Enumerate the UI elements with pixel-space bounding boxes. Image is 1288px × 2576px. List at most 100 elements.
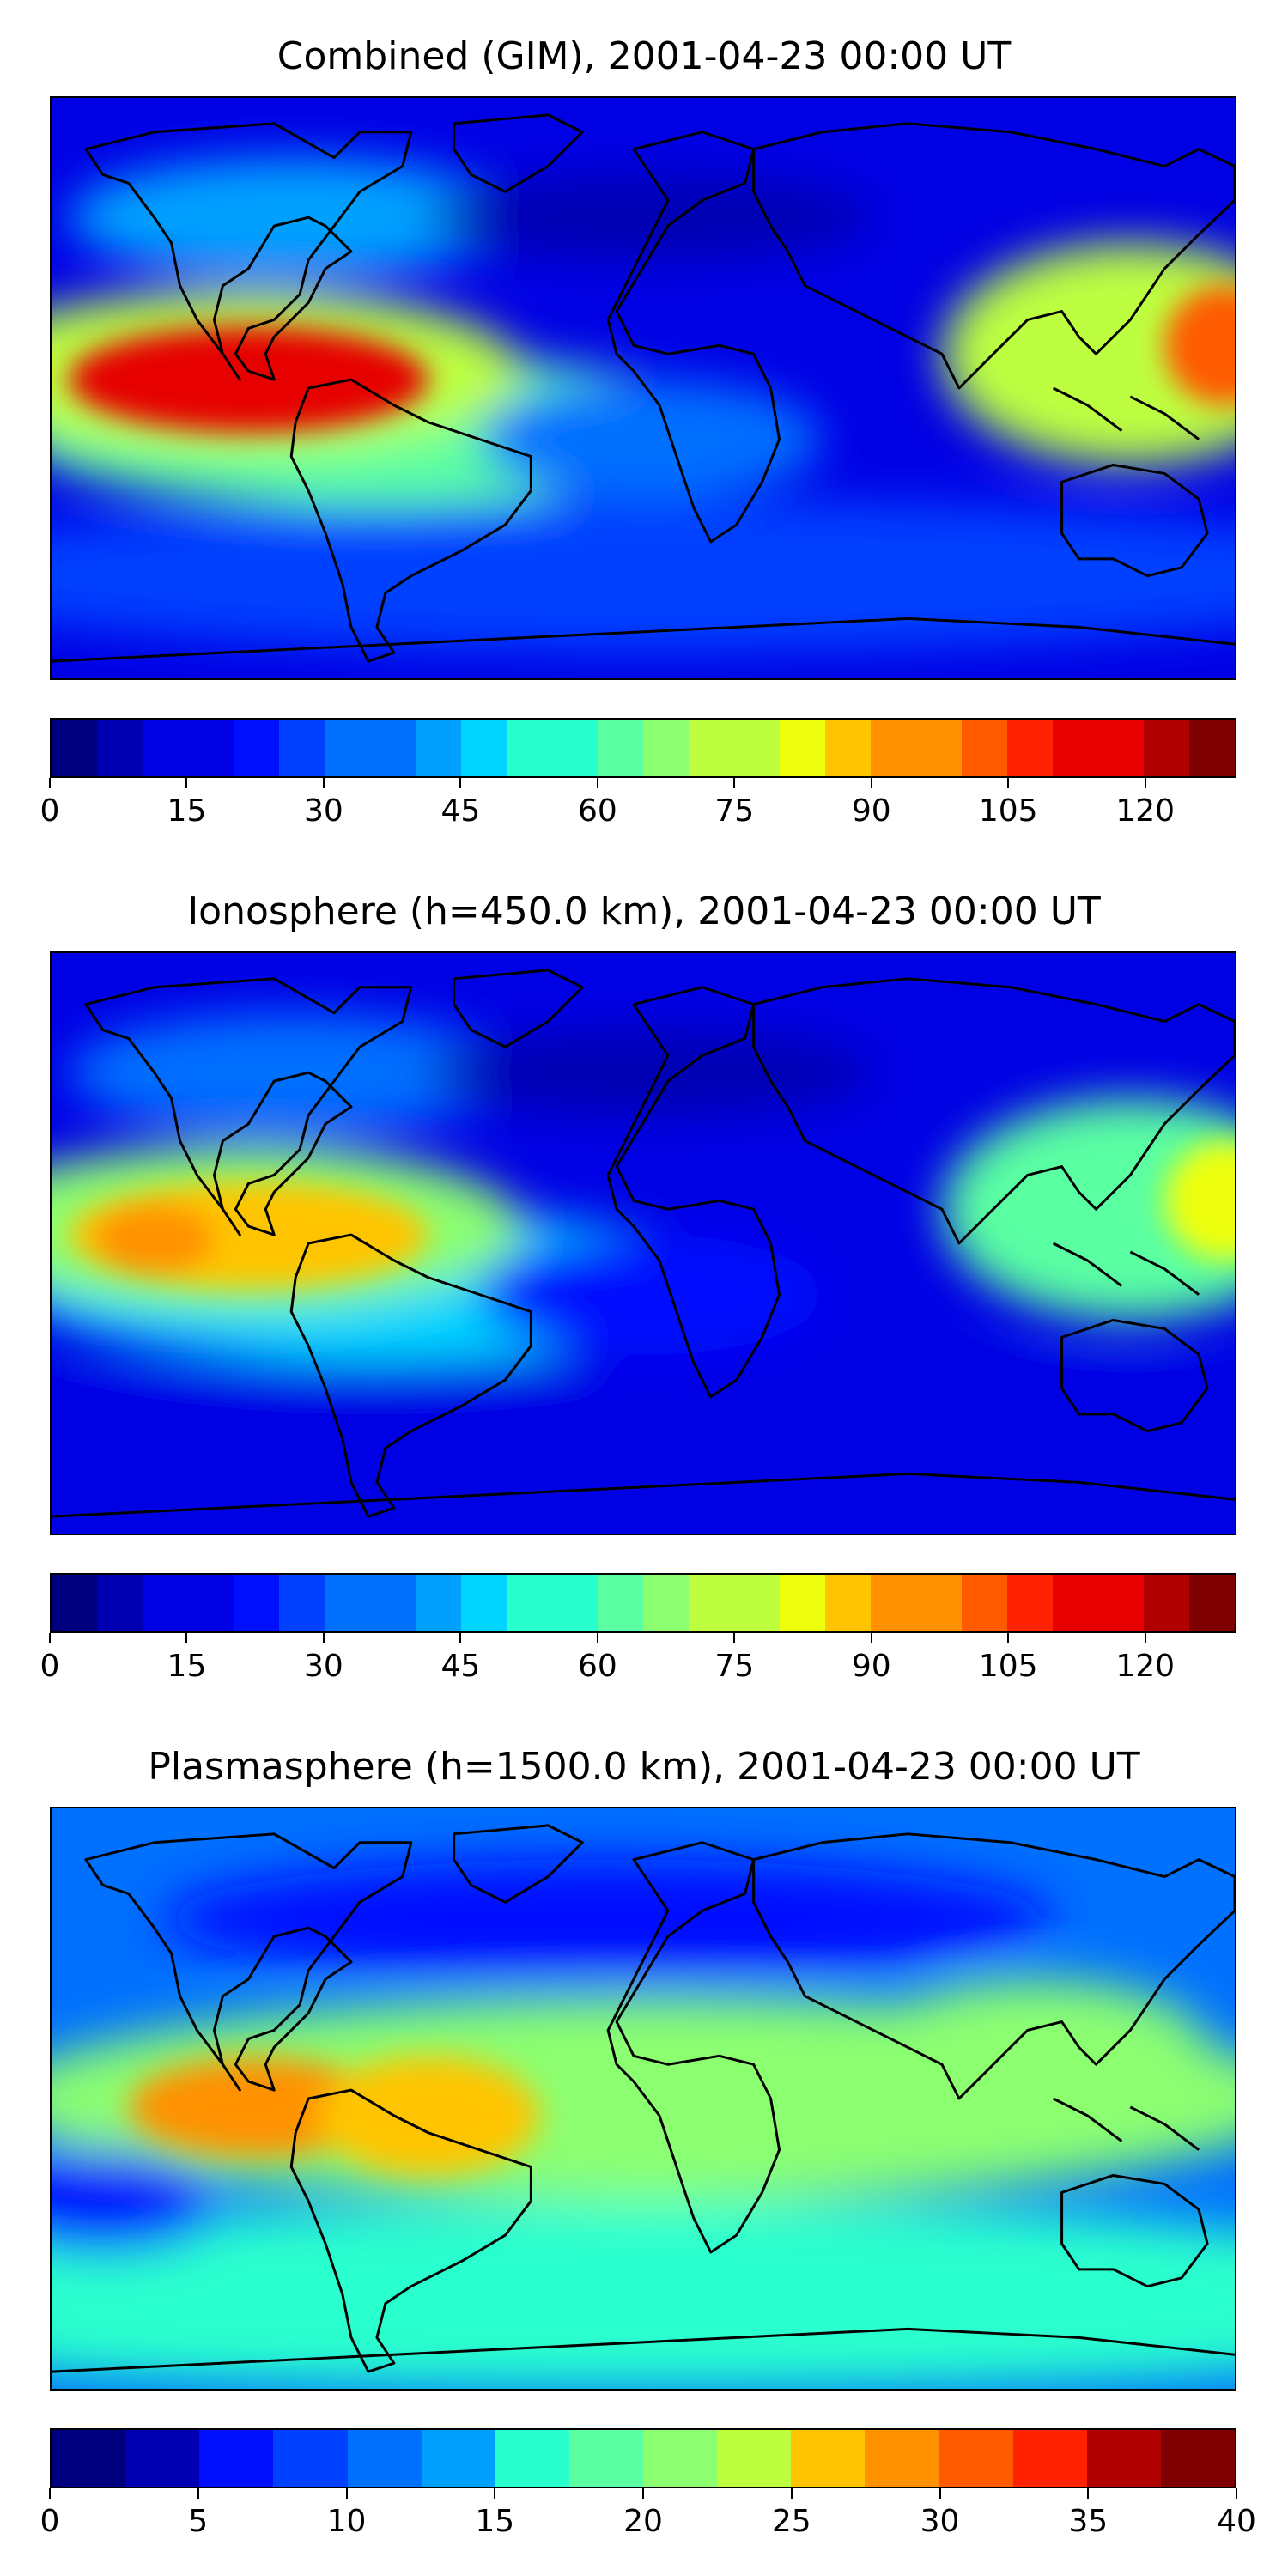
panel-1-northern-east-pacific [68, 157, 514, 277]
panel-1-colorbar-segment [916, 720, 962, 776]
panel-1-colorbar [50, 718, 1236, 778]
panel-1-colorbar-tick-mark [733, 778, 736, 788]
panel-1-colorbar-tick-label: 60 [577, 793, 617, 829]
panel-2-colorbar-segment [507, 1575, 552, 1631]
panel-2-south-atlantic [479, 1235, 823, 1355]
panel-2-colorbar-segment [962, 1575, 1007, 1631]
panel-3-colorbar [50, 2428, 1236, 2488]
panel-1-colorbar-tick-label: 30 [304, 793, 343, 829]
panel-1-west-pacific-peak [1164, 285, 1235, 405]
panel-2-colorbar-segment [188, 1575, 234, 1631]
panel-2-colorbar-segment [825, 1575, 871, 1631]
panel-3-colorbar-segment [273, 2430, 348, 2487]
panel-2-south-america [289, 1233, 532, 1518]
panel-3-north-america [84, 1832, 413, 2092]
panel-2-africa-europe [606, 986, 781, 1399]
panel-1-colorbar-segment [416, 720, 461, 776]
panel-1-greenland [453, 113, 584, 193]
panel-3-map [50, 1807, 1236, 2391]
panel-3-colorbar-tick-mark [790, 2488, 793, 2499]
panel-2-colorbar-segment [143, 1575, 188, 1631]
panel-1-colorbar-segment [461, 720, 507, 776]
panel-3-colorbar-segment [791, 2430, 866, 2487]
panel-1-colorbar-tick-mark [49, 778, 51, 788]
panel-2-colorbar-tick-mark [322, 1633, 325, 1643]
panel-2-colorbar-segment [1144, 1575, 1189, 1631]
panel-2-colorbar-tick-mark [733, 1633, 736, 1643]
panel-3-colorbar-tick-label: 35 [1068, 2504, 1109, 2539]
panel-3-eurasia [752, 1832, 1235, 2100]
panel-2-colorbar-tick-label: 105 [978, 1649, 1038, 1684]
panel-3-colorbar-tick-label: 30 [920, 2504, 960, 2539]
panel-3-heatmap [52, 1808, 1235, 2389]
panel-3-colorbar-segment [495, 2430, 569, 2487]
panel-1-colorbar-tick-label: 105 [978, 793, 1038, 829]
panel-2-colorbar-segment [689, 1575, 734, 1631]
panel-3-antarctic-coast [52, 2320, 1235, 2389]
panel-1-colorbar-segment [552, 720, 598, 776]
panel-1-colorbar-tick-mark [596, 778, 598, 788]
panel-2-colorbar-segment [871, 1575, 916, 1631]
panel-2-colorbar-segment [734, 1575, 780, 1631]
panel-1-colorbar-segment [734, 720, 780, 776]
panel-2-northern-polar-trough [428, 1030, 874, 1115]
panel-1-map [50, 96, 1236, 680]
panel-2-colorbar-ticks: 0 15 30 45 60 75 90 105 120 [40, 1633, 1236, 1685]
panel-2-colorbar-tick-label: 45 [440, 1649, 481, 1684]
panel-2-colorbar-tick-mark [49, 1633, 51, 1643]
panel-3-antarctica [52, 2327, 1235, 2373]
panel-3-colorbar-segment [52, 2430, 126, 2487]
panel-2-heatmap [52, 953, 1235, 1534]
panel-2-colorbar-segment [416, 1575, 461, 1631]
panel-2-colorbar-segment [643, 1575, 689, 1631]
panel-2-map [50, 951, 1236, 1535]
panel-3-southeast-asia-islands [1052, 2097, 1200, 2151]
panel-2-colorbar-segment [370, 1575, 416, 1631]
panel-2-eurasia [752, 977, 1235, 1245]
panel-1-north-america [84, 122, 413, 381]
panel-1-africa-europe [606, 131, 781, 544]
panel-1-colorbar-segment [871, 720, 916, 776]
panel-3-colorbar-tick-label: 15 [475, 2504, 515, 2539]
panel-2-colorbar-tick-label: 120 [1115, 1649, 1176, 1684]
panel-3-colorbar-segment [347, 2430, 422, 2487]
panel-3-colorbar-tick-label: 40 [1217, 2504, 1256, 2539]
panel-1-australia [1060, 463, 1209, 578]
panel-2-colorbar-tick-label: 0 [39, 1649, 60, 1684]
panel-2-colorbar-tick-mark [1007, 1633, 1010, 1643]
panel-3-colorbar-segment [1086, 2430, 1161, 2487]
panel-1-colorbar-segment [1053, 720, 1098, 776]
panel-2-colorbar-segment [97, 1575, 143, 1631]
panel-2-colorbar-segment [552, 1575, 598, 1631]
panel-2-colorbar-tick-mark [1144, 1633, 1146, 1643]
panel-2-north-america [84, 977, 413, 1236]
panel-1-colorbar-segment [962, 720, 1007, 776]
panel-3-colorbar-tick-mark [939, 2488, 941, 2499]
panel-1-colorbar-segment [97, 720, 143, 776]
panel-1-southern-mid-latitudes [52, 499, 1235, 653]
panel-2-central-pacific-core [94, 1205, 215, 1273]
panel-2-colorbar-tick-label: 90 [851, 1649, 891, 1684]
panel-3-title: Plasmasphere (h=1500.0 km), 2001-04-23 0… [148, 1745, 1140, 1789]
panel-1-colorbar-segment [325, 720, 370, 776]
panel-1-colorbar-ticks: 0 15 30 45 60 75 90 105 120 [40, 778, 1236, 829]
panel-1-colorbar-segment [279, 720, 325, 776]
panel-1-colorbar-segment [1007, 720, 1053, 776]
panel-1-title: Combined (GIM), 2001-04-23 00:00 UT [276, 34, 1012, 78]
panel-1-colorbar-tick-mark [870, 778, 872, 788]
panel-1-colorbar-segment [598, 720, 643, 776]
panel-2-colorbar-segment [1189, 1575, 1235, 1631]
panel-3-colorbar-segment [865, 2430, 939, 2487]
panel-1-eurasia [752, 122, 1235, 390]
panel-1-colorbar-segment [234, 720, 279, 776]
panel-1-colorbar-tick-mark [1144, 778, 1146, 788]
panel-2-greenland [453, 969, 584, 1048]
panel-3-colorbar-segment [1012, 2430, 1087, 2487]
panel-2-colorbar-tick-label: 15 [167, 1649, 207, 1684]
panel-2-colorbar-segment [279, 1575, 325, 1631]
panel-3-colorbar-tick-mark [49, 2488, 51, 2499]
panel-2-title: Ionosphere (h=450.0 km), 2001-04-23 00:0… [187, 890, 1101, 933]
panel-3-colorbar-segment [1160, 2430, 1235, 2487]
panel-2-australia [1060, 1318, 1209, 1433]
panel-3-colorbar-tick-label: 0 [39, 2504, 60, 2539]
